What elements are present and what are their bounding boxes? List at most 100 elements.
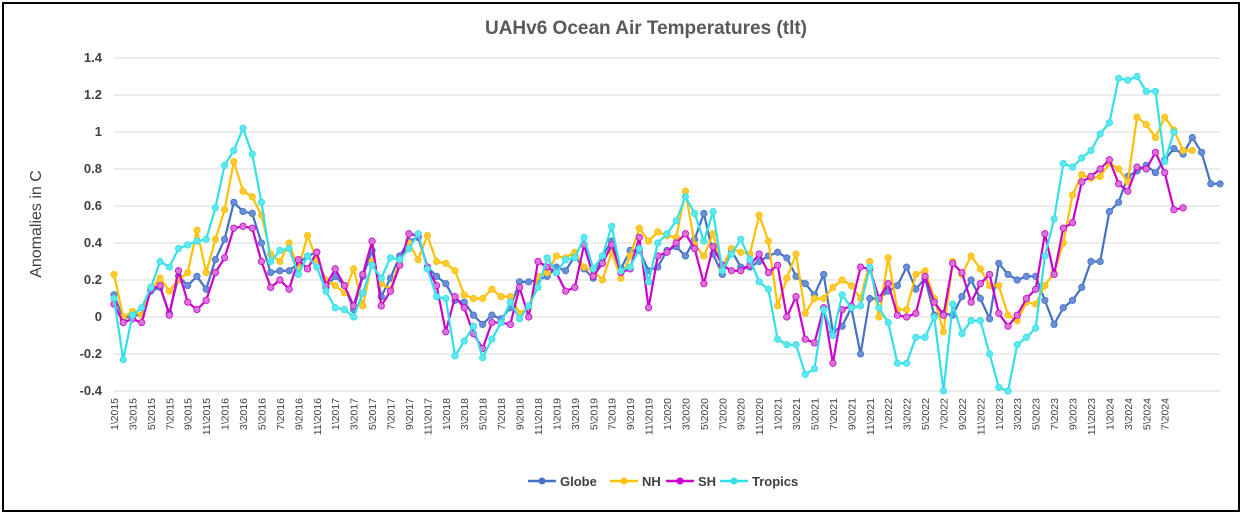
data-point (184, 281, 192, 290)
data-point (156, 274, 164, 282)
data-point (829, 359, 837, 367)
data-point (635, 224, 643, 232)
data-point (773, 302, 782, 310)
data-point (727, 250, 736, 258)
data-point (525, 313, 533, 321)
x-tick-label: 3\2019 (570, 398, 582, 430)
data-point (221, 161, 229, 169)
data-point (184, 298, 192, 306)
data-point (165, 287, 173, 295)
data-point (598, 259, 607, 267)
x-tick-label: 3\2022 (902, 398, 914, 430)
data-point (856, 302, 865, 310)
data-point (423, 265, 431, 273)
y-tick-label: 0.8 (84, 161, 102, 176)
data-point (700, 237, 708, 245)
data-point (1170, 128, 1178, 136)
data-point (838, 276, 846, 284)
x-tick-label: 3\2021 (791, 398, 803, 430)
data-point (718, 267, 726, 275)
data-point (110, 270, 118, 279)
x-tick-label: 5\2017 (367, 398, 379, 430)
data-point (1179, 146, 1187, 155)
x-tick-label: 7\2018 (496, 398, 508, 430)
data-point (193, 272, 201, 280)
data-point (1050, 320, 1058, 328)
data-point (976, 280, 984, 288)
data-point (893, 311, 902, 319)
data-point (985, 350, 994, 358)
data-point (930, 298, 938, 306)
x-tick-label: 3\2016 (238, 398, 250, 430)
data-point (248, 150, 256, 158)
y-tick-label: -0.4 (80, 383, 103, 398)
data-point (1013, 341, 1021, 349)
data-point (820, 270, 828, 279)
data-point (967, 298, 975, 306)
data-point (377, 302, 385, 310)
data-point (764, 285, 772, 293)
data-point (239, 207, 247, 216)
data-point (700, 209, 708, 217)
data-point (958, 293, 966, 301)
data-point (617, 267, 625, 275)
data-point (432, 293, 441, 301)
x-tick-label: 5\2015 (146, 398, 158, 430)
y-tick-label: 1 (95, 124, 102, 139)
x-tick-label: 3\2023 (1012, 398, 1024, 430)
data-point (681, 252, 690, 260)
data-point (866, 294, 874, 303)
data-point (1013, 311, 1021, 319)
x-tick-label: 5\2024 (1141, 398, 1153, 430)
x-tick-label: 1\2018 (441, 398, 453, 430)
data-point (1179, 204, 1187, 212)
data-point (1087, 172, 1095, 180)
legend-item-globe: Globe (528, 474, 597, 489)
data-point (368, 237, 376, 245)
data-point (267, 268, 275, 277)
data-point (313, 263, 321, 271)
data-point (792, 250, 800, 258)
data-point (1133, 72, 1141, 81)
data-point (1133, 163, 1141, 171)
data-point (285, 285, 293, 293)
x-tick-label: 11\2017 (422, 398, 434, 435)
data-point (654, 239, 662, 247)
data-point (995, 383, 1003, 391)
data-point (847, 304, 855, 312)
data-point (451, 267, 459, 275)
x-tick-label: 5\2023 (1031, 398, 1043, 430)
data-point (681, 193, 690, 201)
data-point (322, 287, 330, 295)
data-point (193, 237, 201, 245)
data-point (903, 305, 911, 314)
data-point (294, 256, 302, 264)
data-point (1105, 207, 1114, 216)
data-point (497, 293, 505, 301)
data-point (221, 235, 229, 243)
data-point (285, 244, 293, 253)
data-point (442, 328, 450, 336)
data-point (405, 244, 413, 253)
x-tick-label: 1\2024 (1104, 398, 1116, 430)
data-point (562, 287, 570, 295)
series-globe (110, 133, 1224, 358)
data-point (875, 313, 883, 321)
series-line (112, 75, 1175, 393)
x-tick-label: 11\2018 (533, 398, 545, 435)
data-point (1188, 133, 1196, 142)
legend-item-nh: NH (610, 474, 661, 489)
data-point (331, 281, 339, 290)
data-point (1068, 191, 1077, 199)
data-point (525, 302, 533, 310)
data-point (460, 337, 468, 345)
series-line (112, 116, 1193, 333)
data-point (1197, 148, 1206, 156)
data-point (340, 305, 349, 314)
data-point (1096, 257, 1104, 266)
data-point (230, 198, 238, 206)
data-point (396, 256, 404, 264)
data-point (939, 328, 948, 336)
data-point (1013, 276, 1021, 284)
